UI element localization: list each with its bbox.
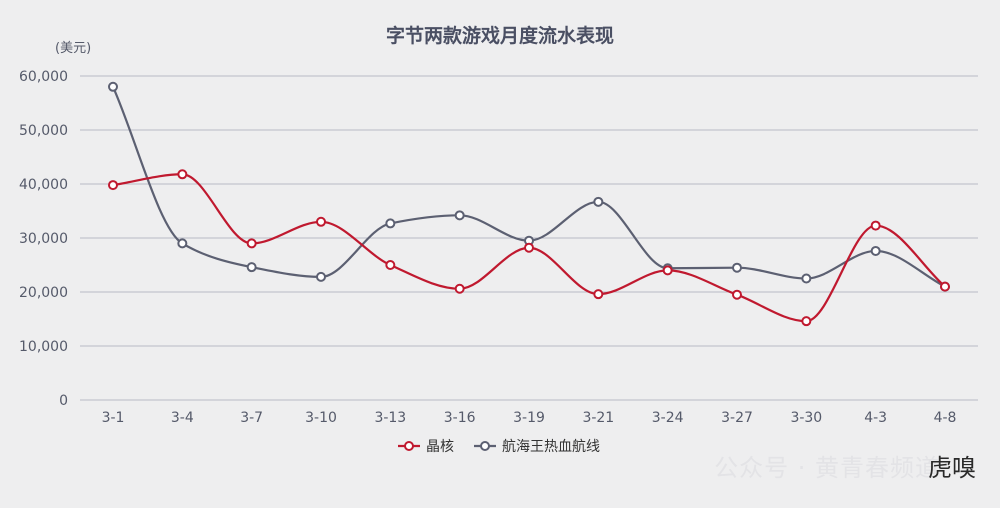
x-tick-label: 3-13: [374, 410, 406, 426]
x-tick-label: 3-19: [513, 410, 545, 426]
data-point: [177, 169, 188, 180]
legend-marker: [480, 441, 490, 451]
x-tick-label: 3-16: [444, 410, 476, 426]
data-point: [593, 196, 604, 207]
legend-label: 航海王热血航线: [502, 439, 600, 455]
data-point: [732, 289, 742, 300]
data-point: [801, 273, 812, 284]
data-point: [801, 316, 812, 327]
data-point: [316, 216, 326, 227]
data-point: [732, 262, 742, 273]
y-tick-label: 50,000: [19, 123, 68, 139]
x-tick-label: 3-30: [790, 410, 822, 426]
x-tick-label: 3-7: [240, 410, 263, 426]
x-tick-label: 3-27: [721, 410, 753, 426]
x-tick-label: 3-4: [171, 410, 194, 426]
watermark-text: 公众号 · 黄青春频道: [714, 454, 940, 482]
x-axis-ticks: 3-1 3-4 3-7 3-10 3-13 3-16 3-19 3-21 3-24 3-27 3-3…: [102, 410, 957, 426]
x-tick-label: 3-24: [652, 410, 684, 426]
data-point: [385, 218, 396, 229]
data-point: [246, 262, 257, 273]
data-point: [177, 238, 188, 249]
y-axis-ticks: 0 10,000 20,000 30,000 40,000 50,000 60,000: [19, 69, 68, 409]
x-tick-label: 3-1: [102, 410, 125, 426]
data-point: [108, 180, 118, 191]
y-tick-label: 40,000: [19, 177, 68, 193]
data-point: [316, 271, 326, 282]
data-point: [662, 265, 673, 276]
y-tick-label: 20,000: [19, 285, 68, 301]
y-tick-label: 10,000: [19, 339, 68, 355]
x-tick-label: 3-10: [305, 410, 337, 426]
data-point: [385, 260, 396, 270]
grid-lines: [80, 75, 978, 401]
unit-label: (美元): [55, 41, 91, 56]
data-point: [246, 238, 257, 249]
data-point: [870, 220, 881, 231]
x-tick-label: 4-8: [934, 410, 957, 426]
x-tick-label: 4-3: [864, 410, 887, 426]
data-point: [870, 245, 881, 256]
legend-label: 晶核: [426, 439, 454, 455]
legend-marker: [404, 441, 414, 451]
y-tick-label: 30,000: [19, 231, 68, 247]
data-point: [454, 283, 465, 294]
data-point: [454, 210, 465, 221]
series-group: [108, 81, 950, 327]
legend: 晶核 航海王热血航线: [398, 439, 600, 455]
logo: 虎嗅: [928, 454, 976, 482]
y-tick-label: 0: [59, 393, 68, 409]
series-line: [111, 86, 946, 288]
data-point: [593, 289, 604, 300]
chart-title: 字节两款游戏月度流水表现: [386, 24, 614, 47]
data-point: [524, 242, 534, 253]
x-tick-label: 3-21: [582, 410, 614, 426]
y-tick-label: 60,000: [19, 69, 68, 85]
data-point: [940, 281, 950, 292]
data-point: [108, 81, 118, 92]
